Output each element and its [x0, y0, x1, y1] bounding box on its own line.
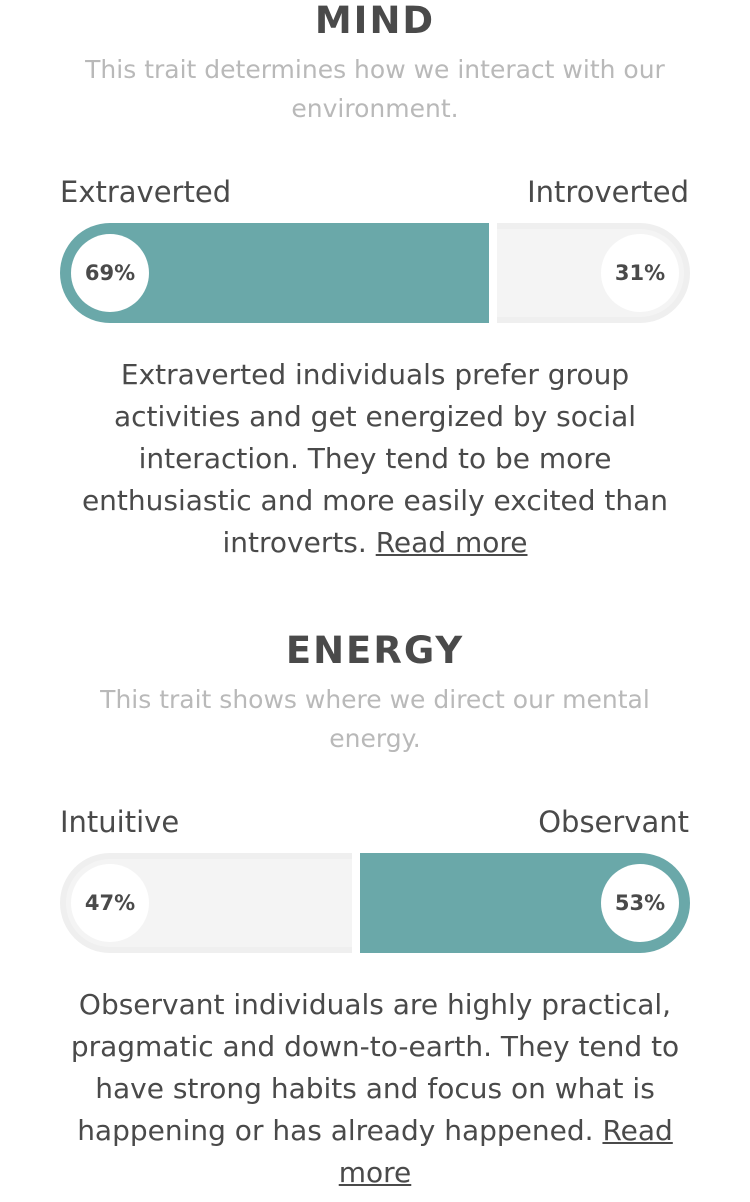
trait-title: ENERGY — [285, 629, 465, 672]
left-trait-label: Intuitive — [60, 805, 180, 839]
trait-description: Observant individuals are highly practic… — [60, 984, 690, 1194]
read-more-link[interactable]: Read more — [338, 1114, 673, 1189]
right-percentage-badge: 31% — [601, 234, 679, 312]
trait-percentage-bar: 69% 31% — [60, 223, 690, 323]
left-percentage-badge: 47% — [71, 864, 149, 942]
trait-subtitle: This trait shows where we direct our men… — [100, 685, 650, 753]
trait-percentage-bar: 47% 53% — [60, 853, 690, 953]
read-more-link[interactable]: Read more — [375, 526, 528, 559]
trait-subtitle: This trait determines how we interact wi… — [85, 55, 665, 123]
right-percentage-badge: 53% — [601, 864, 679, 942]
description-text: Extraverted individuals prefer group act… — [81, 358, 669, 559]
left-trait-label: Extraverted — [60, 175, 232, 209]
trait-title: MIND — [314, 0, 436, 42]
trait-description: Extraverted individuals prefer group act… — [60, 354, 690, 564]
description-text: Observant individuals are highly practic… — [70, 988, 680, 1147]
left-percentage-badge: 69% — [71, 234, 149, 312]
right-trait-label: Introverted — [527, 175, 689, 209]
right-trait-label: Observant — [538, 805, 689, 839]
